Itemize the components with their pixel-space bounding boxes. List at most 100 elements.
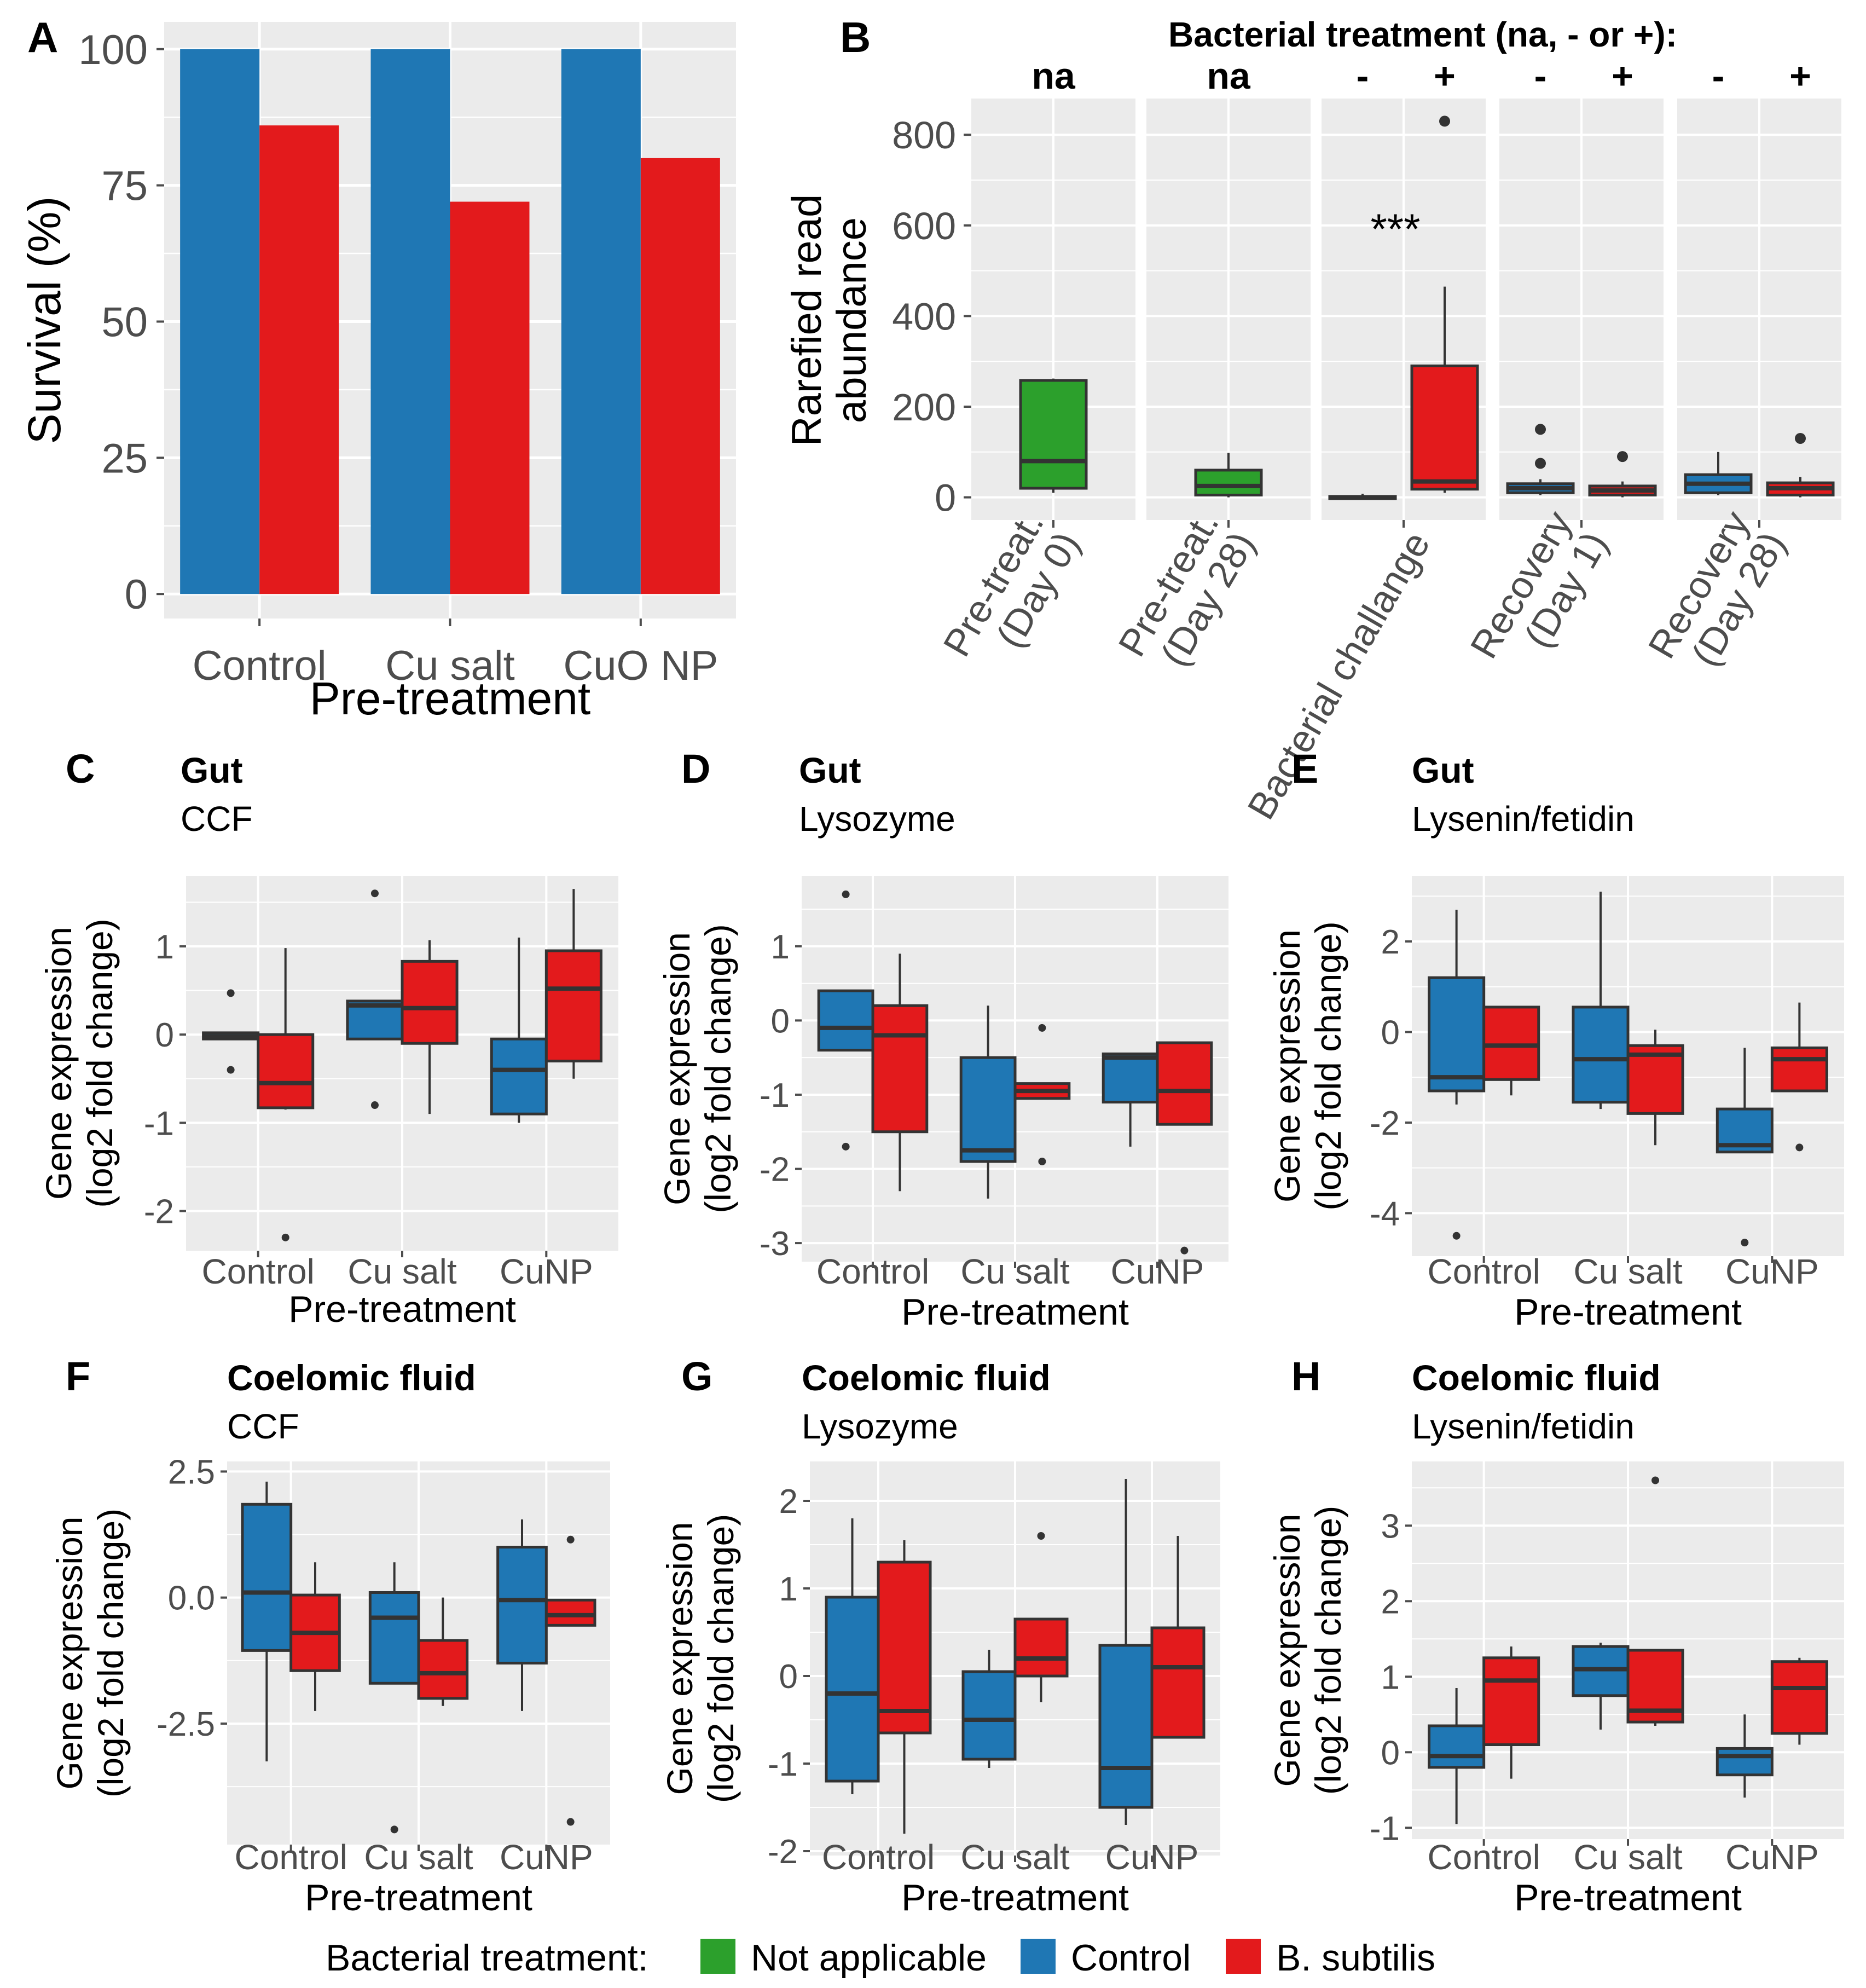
chart-subtitle: Lysozyme [802,1407,958,1446]
x-tick-label: Cu salt [364,1837,473,1877]
bar-control [370,49,450,594]
chart-title: Bacterial treatment (na, - or +): [1168,15,1677,54]
outlier-point [227,989,235,997]
y-tick-label: -1 [1370,1810,1400,1847]
facet-header: - [1534,55,1547,97]
outlier-point [370,1101,379,1109]
y-axis-title: (log2 fold change) [90,1509,131,1798]
box-not_applicable [1194,469,1263,496]
y-tick-label: -2.5 [157,1706,215,1743]
outlier-point [842,1142,850,1151]
outlier-point [370,889,379,898]
x-axis-title: Pre-treatment [288,1288,516,1330]
panel-label: D [681,746,710,791]
chart-subtitle: CCF [181,799,253,839]
y-axis-title: Gene expression [49,1517,90,1790]
legend: Bacterial treatment: Not applicable Contro… [326,1937,1435,1979]
x-axis-title: Pre-treatment [901,1877,1129,1918]
facet: na Pre-treat.(Day 0) [935,55,1135,663]
y-tick-label: 600 [892,205,956,247]
facet-header: + [1612,55,1633,97]
panel-g-coelomic-lysozyme-chart: Control Cu salt CuNP 2 1 0 -1 -2 Pre-treatment Ge… [659,1354,1220,1918]
x-tick-label: Control [816,1252,929,1291]
y-tick-label: -2 [1370,1105,1400,1142]
outlier-point [566,1818,575,1826]
x-axis-title: Pre-treatment [1514,1877,1742,1918]
box-subtilis [417,1639,469,1700]
y-axis-title: Survival (%) [19,197,70,444]
y-tick-label: 0 [771,1002,790,1040]
x-tick-label: Cu salt [1573,1837,1682,1877]
panel-label: G [681,1354,713,1399]
y-tick-label: 2.5 [168,1453,215,1491]
x-tick-label: CuNP [500,1252,593,1291]
outlier-point [1038,1157,1046,1165]
box-subtilis [1770,1046,1828,1093]
chart-title: Coelomic fluid [802,1357,1051,1398]
x-tick-label: Cu salt [960,1837,1069,1877]
x-tick-label: CuNP [500,1837,593,1877]
outlier-point [566,1535,575,1544]
y-axis-title: abundance [828,217,875,423]
legend-label: Not applicable [751,1937,987,1979]
x-axis-title: Pre-treatment [310,673,591,724]
chart-title: Coelomic fluid [1412,1357,1661,1398]
y-tick-label: 25 [101,435,148,482]
x-tick-label: Cu salt [1573,1252,1682,1291]
outlier-point [1452,1232,1461,1240]
bar-subtilis [640,158,720,594]
x-axis-title: Pre-treatment [1514,1291,1742,1333]
chart-subtitle: Lysozyme [799,799,955,839]
box-control [368,1591,420,1685]
box-subtilis [544,949,602,1062]
x-tick-label-group: Pre-treat.(Day 28) [1110,504,1263,673]
outlier-point [1037,1532,1045,1540]
y-axis-title: Rarefied read [784,194,830,447]
outlier-point [1535,424,1546,435]
outlier-point [1651,1476,1660,1484]
legend-swatch-subtilis [1226,1939,1261,1974]
y-tick-label: 0 [155,1016,174,1054]
y-tick-label: 2 [779,1483,798,1521]
box-control [490,1037,548,1116]
panel-b-read-abundance-chart: B Bacterial treatment (na, - or +): 0 200 40… [784,13,1841,827]
facet: na Pre-treat.(Day 28) [1110,55,1311,673]
box-control [496,1546,548,1665]
x-tick-label: CuNP [1105,1837,1199,1877]
outlier-point [1535,458,1546,469]
box-control [961,1670,1017,1761]
box-subtilis [1482,1656,1540,1747]
chart-title: Gut [1412,750,1474,790]
box-subtilis [1013,1617,1069,1678]
facet: - + Recovery(Day 1) [1462,55,1664,666]
y-tick-label: -2 [768,1833,798,1871]
legend-swatch-control [1021,1939,1056,1974]
x-tick-label: CuNP [1111,1252,1204,1291]
x-tick-label: Cu salt [385,643,515,689]
x-tick-label: Cu salt [347,1252,456,1291]
y-tick-label: -3 [760,1225,790,1263]
chart-title: Coelomic fluid [227,1357,476,1398]
box-subtilis [544,1598,596,1627]
legend-title: Bacterial treatment: [326,1937,648,1979]
box-subtilis [1770,1660,1828,1735]
box-control [959,1056,1017,1163]
box-control [1572,1005,1630,1104]
box-subtilis [871,1004,929,1134]
x-axis-title: Pre-treatment [305,1877,532,1918]
x-tick-label: Control [193,643,327,689]
y-axis-title: (log2 fold change) [698,924,738,1213]
facet-header: na [1207,55,1251,97]
y-tick-label: 2 [1381,1583,1400,1621]
x-tick-label: Control [235,1837,347,1877]
chart-title: Gut [799,750,861,790]
x-tick-label: CuNP [1725,1252,1819,1291]
x-tick-label-group: Recovery(Day 1) [1462,504,1616,666]
bar-control [180,49,260,594]
y-tick-label: -2 [760,1151,790,1189]
box-control [817,989,874,1052]
outlier-point [1741,1239,1749,1247]
box-subtilis [1150,1626,1206,1739]
box-subtilis [1156,1041,1213,1126]
